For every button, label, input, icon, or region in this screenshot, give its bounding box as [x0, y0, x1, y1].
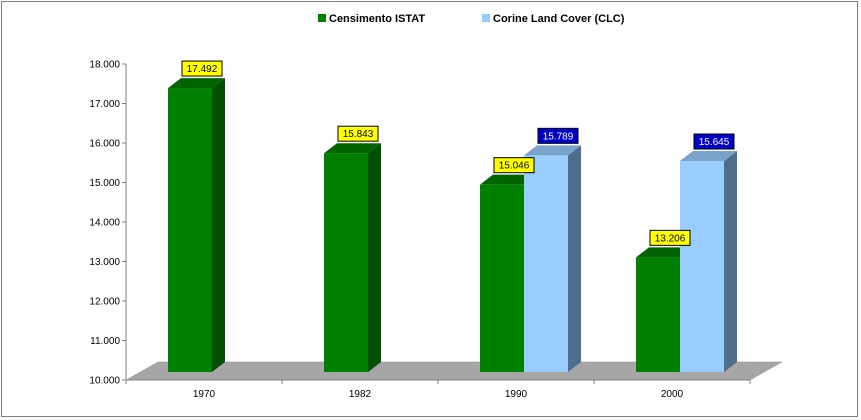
y-tick-label: 16.000	[89, 139, 120, 150]
x-tick-label: 2000	[661, 389, 684, 400]
y-tick-label: 17.000	[89, 99, 120, 110]
bar-1982-censimento	[324, 143, 381, 372]
bar-top	[480, 174, 537, 185]
bars	[168, 78, 737, 372]
y-tick-label: 10.000	[89, 376, 120, 387]
bar-top	[168, 78, 225, 89]
data-label-1990-censimento: 15.046	[493, 157, 535, 174]
y-tick-label: 15.000	[89, 178, 120, 189]
bar-2000-clc	[680, 151, 737, 372]
y-tick-label: 12.000	[89, 297, 120, 308]
bar-front	[324, 153, 368, 372]
x-tick-label: 1982	[349, 389, 372, 400]
data-label-text: 13.206	[655, 233, 686, 244]
x-tick-label: 1970	[193, 389, 216, 400]
data-label-box	[649, 229, 691, 246]
bar-front	[168, 88, 212, 372]
data-label-1982-censimento: 15.843	[337, 125, 379, 142]
bar-side	[212, 78, 225, 372]
legend: Censimento ISTAT Corine Land Cover (CLC)	[318, 13, 625, 25]
data-label-text: 15.789	[543, 131, 574, 142]
data-label-box	[493, 157, 535, 174]
data-label-text: 15.843	[343, 129, 374, 140]
data-label-box	[693, 133, 735, 150]
data-label-box	[337, 125, 379, 142]
bar-side	[568, 145, 581, 372]
y-tick-label: 14.000	[89, 218, 120, 229]
y-axis: 10.000 11.000 12.000 13.000 14.000 15.000 16.0…	[89, 60, 127, 387]
bar-top	[680, 151, 737, 162]
data-label-text: 15.645	[699, 137, 730, 148]
data-label-text: 17.492	[187, 64, 218, 75]
bar-side	[724, 151, 737, 372]
x-tick-label: 1990	[505, 389, 528, 400]
data-label-1970-censimento: 17.492	[181, 60, 223, 77]
bar-front	[480, 184, 524, 372]
legend-label-censimento: Censimento ISTAT	[329, 13, 425, 25]
bar-1970-censimento	[168, 78, 225, 372]
data-label-text: 15.046	[499, 161, 530, 172]
bar-side	[368, 143, 381, 372]
bar-front	[636, 257, 680, 372]
y-tick-label: 18.000	[89, 60, 120, 71]
legend-swatch-clc	[482, 14, 490, 22]
x-axis: 1970 1982 1990 2000	[125, 379, 751, 400]
data-label-box	[537, 127, 579, 144]
bar-top	[524, 145, 581, 156]
y-tick-label: 13.000	[89, 257, 120, 268]
data-label-box	[181, 60, 223, 77]
bar-front	[680, 161, 724, 372]
bar-front	[524, 155, 568, 372]
data-label-2000-clc: 15.645	[693, 133, 735, 150]
data-label-2000-censimento: 13.206	[649, 229, 691, 246]
bar-1990-clc	[524, 145, 581, 372]
bar-top	[636, 247, 693, 258]
legend-label-clc: Corine Land Cover (CLC)	[493, 13, 625, 25]
legend-swatch-censimento	[318, 14, 326, 22]
y-tick-label: 11.000	[90, 336, 120, 347]
data-label-1990-clc: 15.789	[537, 127, 579, 144]
bar-top	[324, 143, 381, 154]
data-labels: 17.492 15.843 15.046 15.789 13.206 15.645	[181, 60, 735, 246]
